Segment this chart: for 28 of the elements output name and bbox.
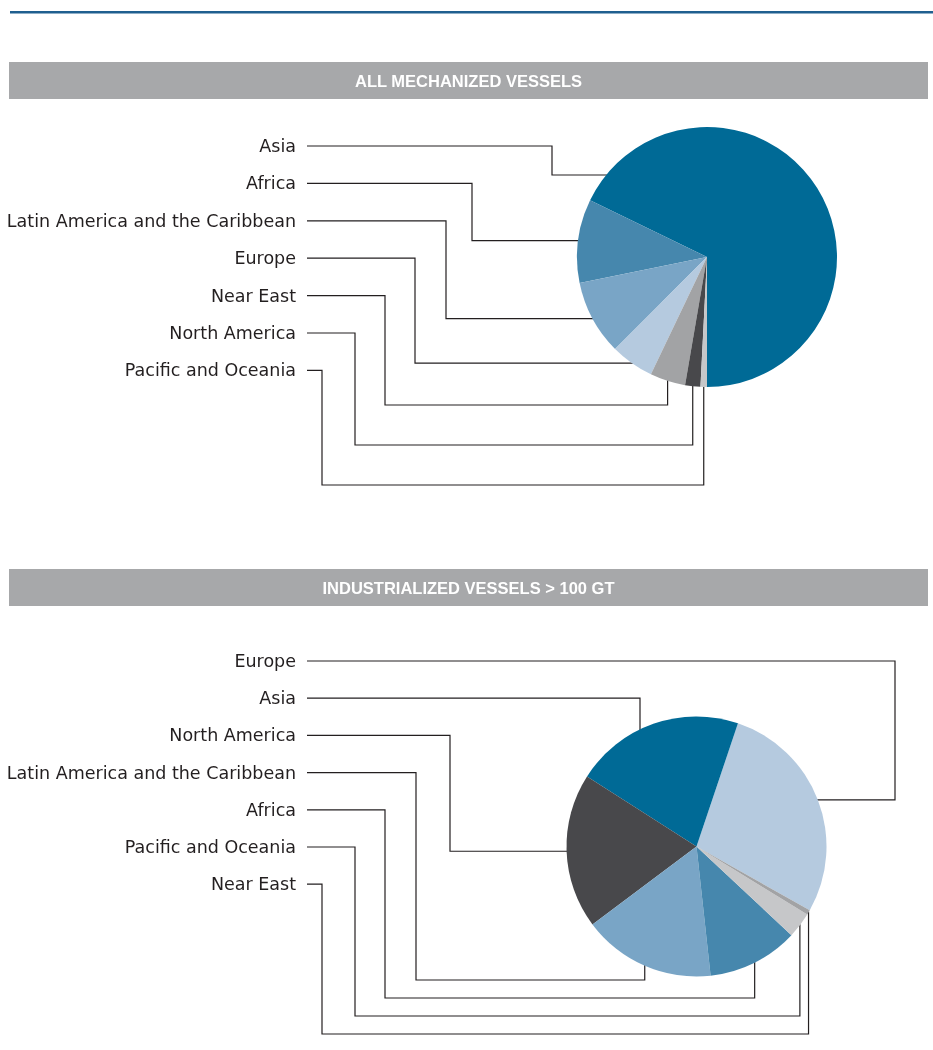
slice-label: Europe	[234, 651, 296, 671]
pie-slice	[587, 716, 738, 847]
pie-slice	[696, 723, 827, 911]
pie-slice	[592, 846, 711, 977]
chart-title: ALL MECHANIZED VESSELS	[354, 71, 583, 90]
slice-label: Pacific and Oceania	[124, 360, 296, 381]
slice-label: Europe	[234, 248, 296, 269]
slice-label: North America	[169, 725, 296, 746]
slice-label: Latin America and the Caribbean	[6, 210, 296, 231]
slice-label: Latin America and the Caribbean	[6, 762, 296, 783]
pie-slice	[650, 257, 707, 386]
slice-label: Africa	[246, 173, 296, 194]
slice-label: Near East	[210, 874, 297, 895]
pie-slice	[577, 200, 707, 283]
pie-slice	[590, 127, 837, 387]
slice-label: Asia	[259, 688, 296, 709]
slice-label: Pacific and Oceania	[124, 837, 296, 857]
slice-label: North America	[169, 323, 296, 343]
pie-slice	[696, 846, 792, 976]
slice-label: Near East	[210, 285, 297, 306]
slice-label: Africa	[246, 799, 296, 820]
chart-title: INDUSTRIALIZED VESSELS > 100 GT	[322, 578, 615, 597]
pie-slice	[566, 776, 697, 925]
pie-slice	[685, 257, 707, 387]
pie-slice	[579, 257, 707, 349]
pie-slice	[615, 257, 707, 375]
slice-label: Asia	[259, 136, 296, 156]
pie-slice	[696, 846, 808, 936]
